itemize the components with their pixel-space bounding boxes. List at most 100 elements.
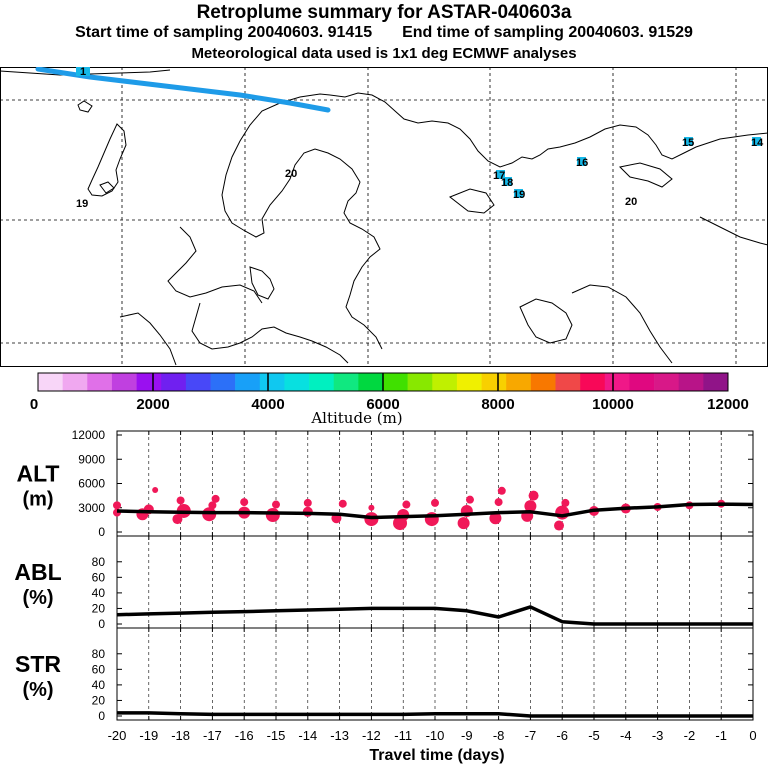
chart-title: Retroplume summary for ASTAR-040603a (196, 2, 572, 23)
map-gridlines (0, 67, 768, 367)
colorbar-cell (210, 373, 236, 391)
day-marker (514, 189, 523, 198)
colorbar-cell (38, 373, 63, 391)
series-line (116, 605, 753, 626)
colorbar-cell (555, 373, 581, 391)
altitude-point (497, 486, 506, 495)
y-tick-label: 40 (92, 586, 106, 600)
x-tick-label: -12 (362, 728, 381, 743)
day-marker (496, 170, 505, 179)
colorbar-cell (136, 373, 162, 391)
x-tick-label: -13 (330, 728, 349, 743)
x-tick-label: -8 (493, 728, 505, 743)
x-tick-label: -9 (461, 728, 473, 743)
colorbar-frame (37, 372, 729, 392)
colorbar-cell (530, 373, 556, 391)
y-tick-label: 9000 (78, 452, 105, 466)
start-time-label: Start time of sampling 20040603. 91415 (75, 24, 373, 41)
colorbar-tick-label: 2000 (136, 396, 169, 413)
colorbar-tick-label: 10000 (592, 396, 634, 413)
colorbar-cell (580, 373, 606, 391)
x-tick-label: -6 (556, 728, 568, 743)
altitude-point (465, 495, 474, 504)
colorbar-cell (62, 373, 88, 391)
x-tick-label: -19 (139, 728, 158, 743)
altitude-point (561, 498, 570, 507)
day-marker (684, 137, 693, 146)
map-frame (0, 67, 768, 367)
colorbar-cell (456, 373, 482, 391)
colorbar-cell (703, 373, 729, 391)
x-tick-label: -5 (588, 728, 600, 743)
series-line (116, 502, 754, 520)
day-label: 14 (751, 137, 764, 149)
trajectory-markers (76, 67, 761, 198)
end-time-label: End time of sampling 20040603. 91529 (402, 24, 693, 41)
colorbar-tick-label: 8000 (481, 396, 514, 413)
timeseries-panels: 030006000900012000ALT(m)020406080ABL(%)0… (14, 428, 756, 764)
x-tick-label: -17 (203, 728, 222, 743)
panel-label: STR (15, 651, 61, 677)
colorbar-cell (87, 373, 113, 391)
colorbar-tick-label: 0 (30, 396, 38, 413)
altitude-point (524, 500, 537, 513)
day-label: 20 (625, 196, 637, 208)
colorbar-tick-label: 6000 (366, 396, 399, 413)
colorbar-cell (235, 373, 261, 391)
panel-unit: (%) (22, 587, 53, 609)
trajectory-map: 20 19 20 17 18 19 16 15 14 1 (0, 67, 768, 367)
colorbar-cell (506, 373, 532, 391)
y-tick-label: 12000 (72, 428, 106, 442)
day-marker (76, 67, 90, 76)
altitude-point (208, 501, 217, 510)
day-label: 15 (682, 137, 694, 149)
panel-label: ALT (16, 461, 59, 487)
colorbar-cell (358, 373, 384, 391)
altitude-point (272, 500, 280, 509)
altitude-point (303, 498, 312, 507)
day-label: 18 (501, 177, 513, 189)
y-tick-label: 3000 (78, 501, 105, 515)
y-tick-label: 0 (98, 525, 105, 539)
y-tick-label: 20 (92, 693, 106, 707)
series-line (117, 711, 753, 718)
colorbar-cell (185, 373, 211, 391)
colorbar-cell (678, 373, 704, 391)
altitude-point (176, 496, 185, 505)
y-tick-label: 60 (92, 662, 106, 676)
colorbar-caption: Altitude (m) (310, 409, 402, 427)
day-marker (577, 157, 586, 166)
x-tick-label: 0 (749, 728, 756, 743)
sampling-times: Start time of sampling 20040603. 91415 En… (0, 24, 768, 42)
y-tick-label: 60 (92, 570, 106, 584)
colorbar-cell (333, 373, 359, 391)
altitude-point (152, 486, 159, 493)
colorbar-cell (309, 373, 335, 391)
altitude-point (240, 498, 249, 507)
trajectory-track (35, 67, 331, 113)
altitude-point (528, 490, 539, 501)
altitude-point (431, 498, 439, 507)
altitude-point (368, 504, 375, 511)
day-marker (503, 177, 512, 186)
colorbar-cell (161, 373, 187, 391)
y-tick-label: 6000 (78, 477, 105, 491)
x-tick-label: -20 (108, 728, 127, 743)
x-tick-label: -15 (267, 728, 286, 743)
altitude-point (338, 499, 347, 508)
day-labels: 20 19 20 17 18 19 16 15 14 1 (76, 67, 764, 210)
day-label: 19 (513, 189, 525, 201)
colorbar-tick-label: 12000 (707, 396, 749, 413)
colorbar-cell (604, 373, 630, 391)
y-tick-label: 80 (92, 647, 106, 661)
panel-unit: (%) (22, 679, 53, 701)
x-axis-title: Travel time (days) (369, 747, 504, 764)
x-tick-label: -10 (426, 728, 445, 743)
colorbar-cell (629, 373, 655, 391)
altitude-point (494, 498, 503, 507)
y-tick-label: 0 (98, 617, 105, 631)
x-tick-label: -3 (652, 728, 664, 743)
met-data-label: Meteorological data used is 1x1 deg ECMW… (191, 45, 577, 62)
altitude-colorbar: 0 2000 4000 6000 8000 10000 12000 Altitude (m) (30, 372, 749, 427)
x-tick-label: -18 (171, 728, 190, 743)
